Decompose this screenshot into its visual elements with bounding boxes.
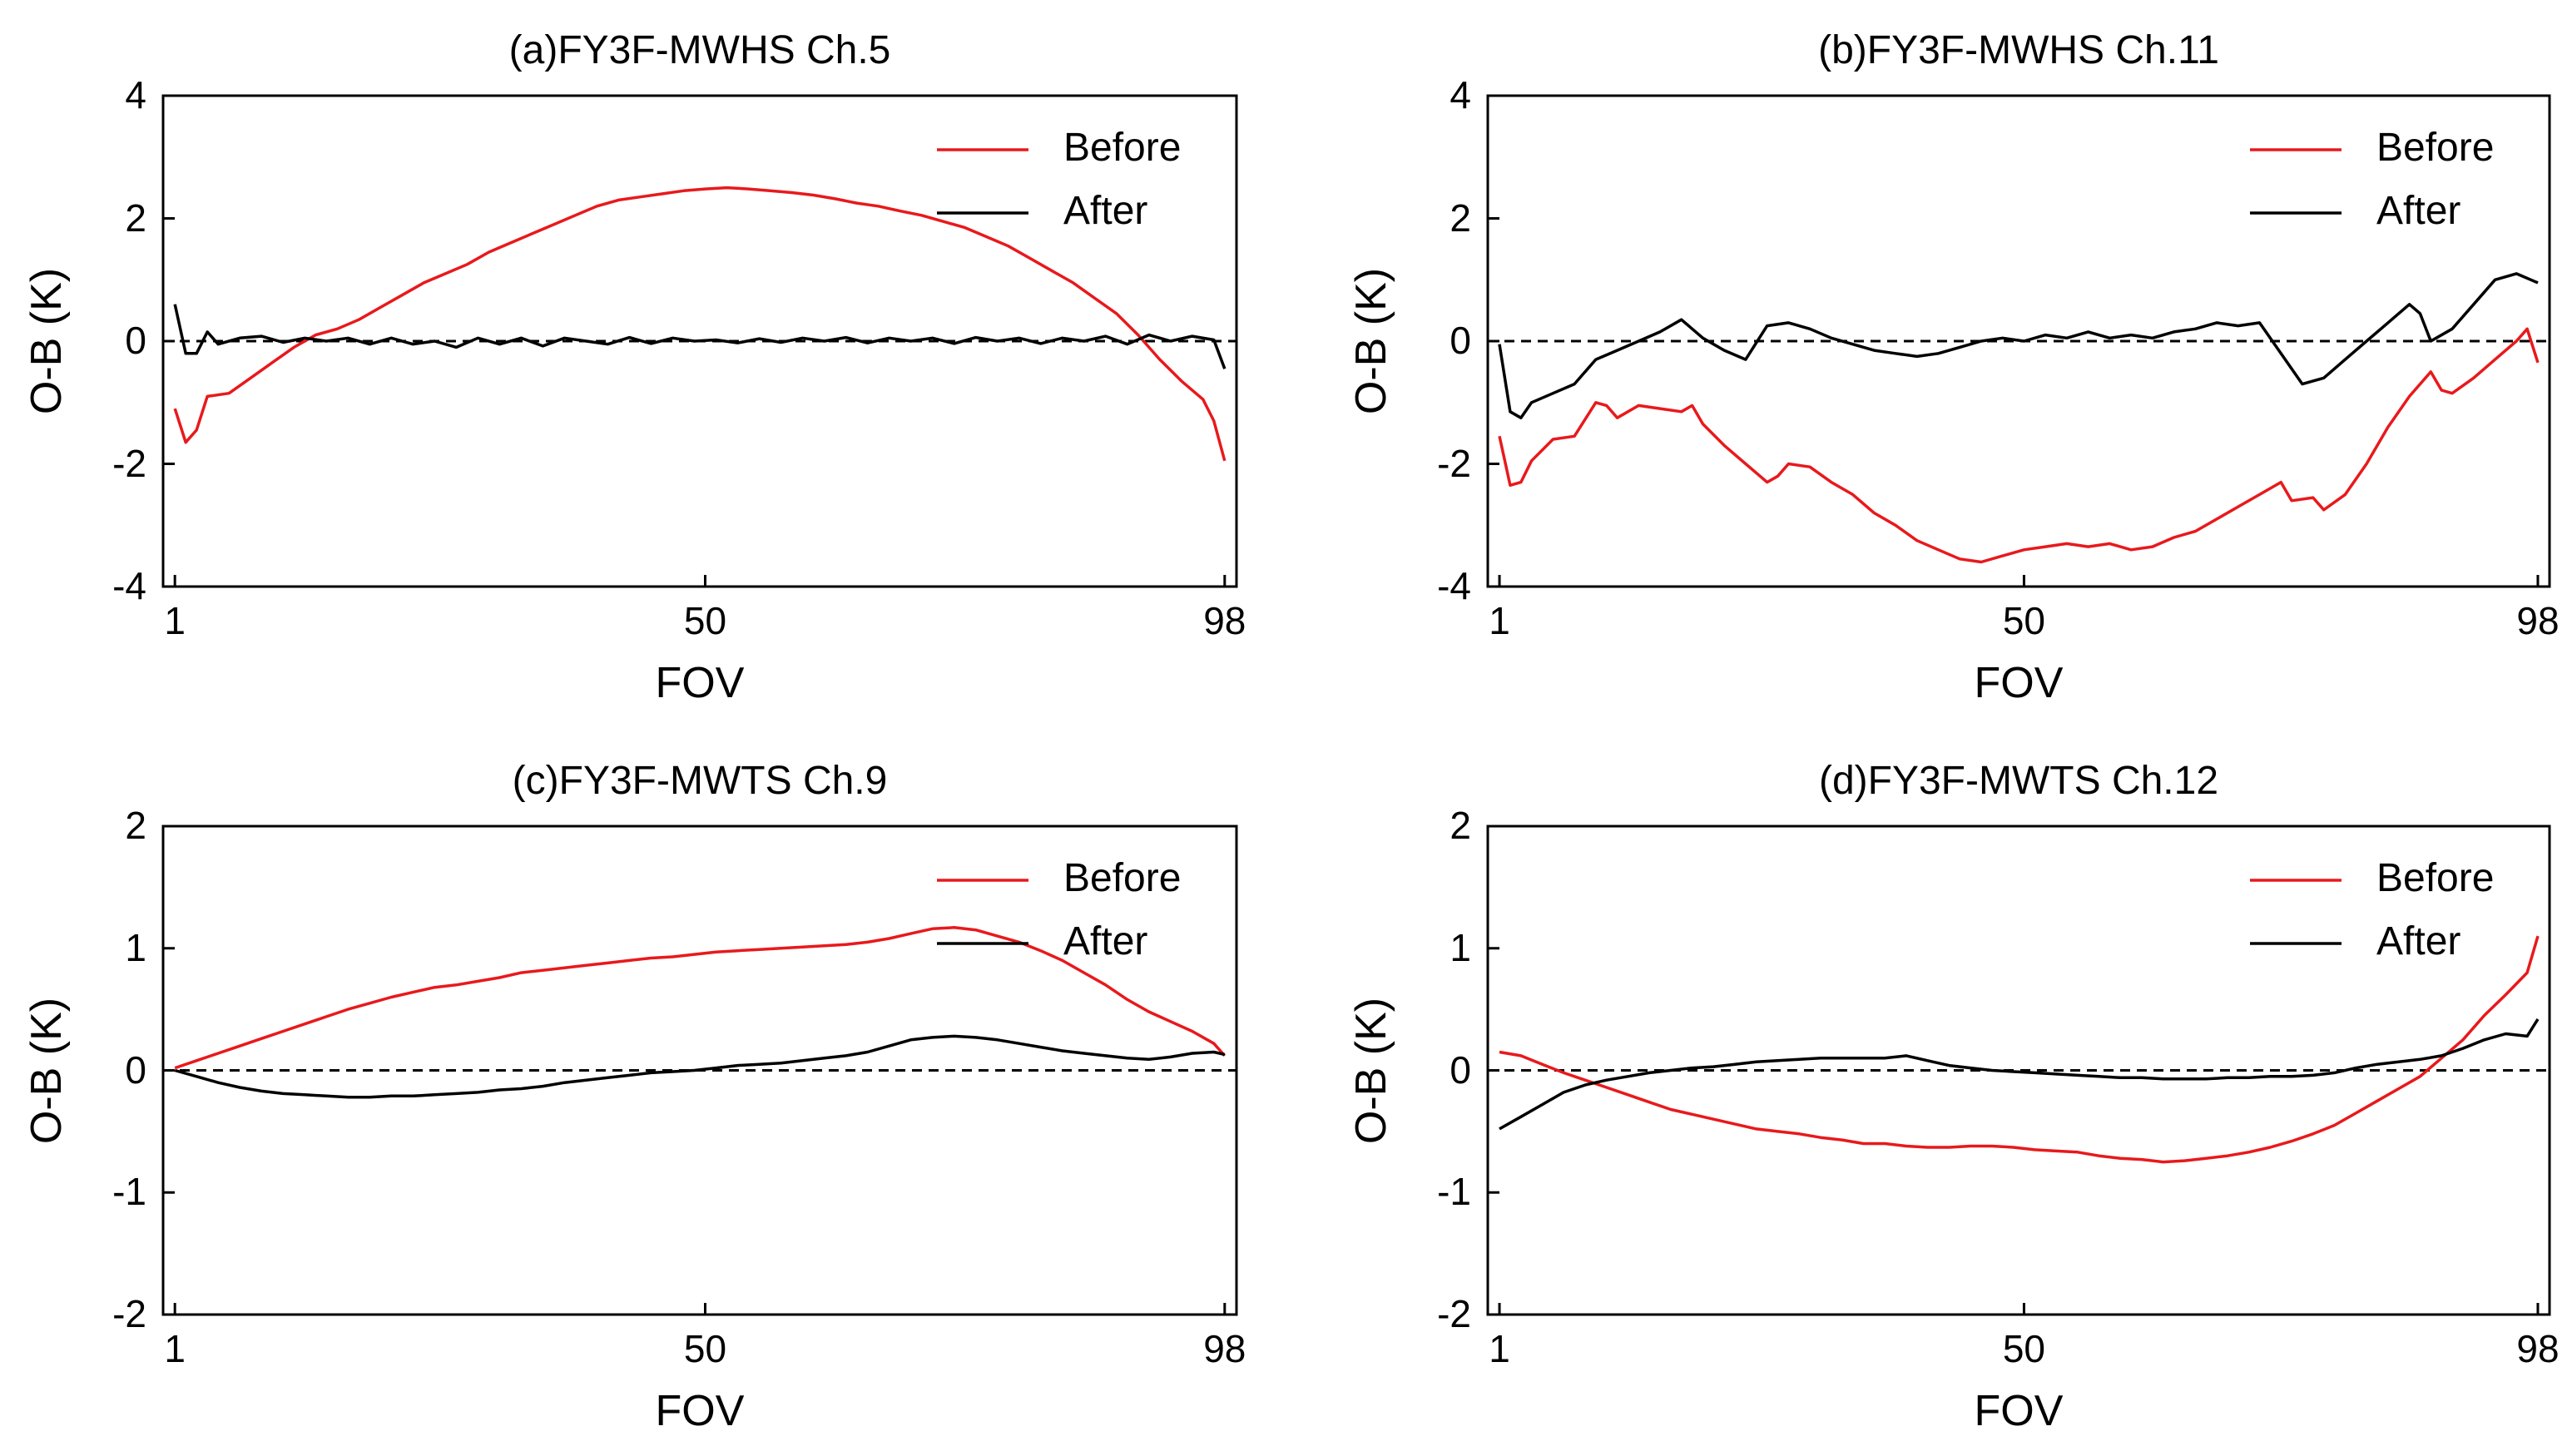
panel-b-xtick-label: 50 — [2002, 599, 2046, 642]
panel-d-ylabel: O-B (K) — [1347, 997, 1395, 1144]
panel-b-ytick-label: 2 — [1450, 196, 1471, 240]
panel-c-series-after-line — [174, 1034, 1226, 1099]
panel-b-legend-before-label: Before — [2376, 126, 2495, 170]
panel-c-legend-after-label: After — [1063, 919, 1148, 963]
panel-b-ytick-label: -2 — [1437, 441, 1471, 485]
panel-b-series-before-line — [1498, 327, 2540, 564]
panel-d-xlabel: FOV — [1974, 1387, 2064, 1435]
panel-b-ylabel: O-B (K) — [1347, 267, 1395, 415]
panel-c-ylabel: O-B (K) — [22, 997, 71, 1144]
panel-a-ytick-label: 2 — [125, 196, 146, 240]
panel-a-ytick-label: 0 — [125, 319, 146, 362]
panel-d-xtick-label: 50 — [2002, 1327, 2046, 1370]
panel-b-xtick-label: 98 — [2516, 599, 2560, 642]
panel-a-xtick-label: 50 — [683, 599, 727, 642]
panel-b-series-after-line — [1498, 272, 2539, 419]
panel-c-ytick-label: 2 — [125, 804, 146, 847]
panel-c-xlabel: FOV — [655, 1387, 745, 1435]
panel-c-ytick-label: -2 — [112, 1292, 146, 1335]
panel-a-xlabel: FOV — [655, 659, 745, 707]
panel-d-ytick-label: -2 — [1437, 1292, 1471, 1335]
panel-c-ytick-label: -1 — [112, 1170, 146, 1214]
panel-d-xtick-label: 98 — [2516, 1327, 2560, 1370]
panel-a-series-before-line — [173, 186, 1227, 462]
panel-b-legend-after-label: After — [2376, 189, 2461, 233]
panel-c-series-before-line — [174, 926, 1227, 1070]
panel-a-ytick-label: -4 — [112, 564, 146, 607]
panel-b-xlabel: FOV — [1974, 659, 2064, 707]
panel-b-title: (b)FY3F-MWHS Ch.11 — [1818, 28, 2219, 72]
panel-d-ytick-label: 2 — [1450, 804, 1471, 847]
panel-c-xtick-label: 98 — [1203, 1327, 1246, 1370]
panel-c-xtick-label: 50 — [683, 1327, 727, 1370]
panel-d-ytick-label: -1 — [1437, 1170, 1471, 1214]
panel-d-legend-before-label: Before — [2376, 856, 2495, 900]
panel-d-series-after-line — [1499, 1018, 2540, 1131]
panel-d-ytick-label: 0 — [1450, 1047, 1471, 1092]
panel-a-xtick-label: 1 — [164, 599, 186, 642]
panel-c-xtick-label: 1 — [164, 1327, 186, 1370]
panel-d-title: (d)FY3F-MWTS Ch.12 — [1818, 759, 2219, 803]
panel-b-ytick-label: -4 — [1437, 564, 1471, 607]
panel-d-series-before-line — [1499, 935, 2540, 1164]
panel-d-xtick-label: 1 — [1489, 1327, 1510, 1370]
panel-a-legend-after-label: After — [1063, 189, 1148, 233]
panel-d-ytick-label: 1 — [1450, 925, 1471, 969]
panel-c-legend-before-label: Before — [1063, 856, 1182, 900]
panel-c-ytick-label: 1 — [125, 925, 146, 969]
panel-a-xtick-label: 98 — [1203, 599, 1246, 642]
panel-a-legend-before-label: Before — [1063, 126, 1182, 170]
panel-b-ytick-label: 4 — [1450, 73, 1471, 116]
panel-d-legend-after-label: After — [2376, 919, 2461, 963]
panel-b-ytick-label: 0 — [1450, 319, 1471, 362]
panel-a-ytick-label: -2 — [112, 441, 146, 485]
panel-c-title: (c)FY3F-MWTS Ch.9 — [512, 759, 888, 803]
panel-a-title: (a)FY3F-MWHS Ch.5 — [508, 28, 891, 72]
panel-a-ylabel: O-B (K) — [22, 267, 71, 415]
panel-b-xtick-label: 1 — [1489, 599, 1510, 642]
panel-a-ytick-label: 4 — [125, 73, 146, 116]
panel-a-series-after-line — [173, 304, 1227, 369]
panel-c-ytick-label: 0 — [125, 1047, 146, 1092]
